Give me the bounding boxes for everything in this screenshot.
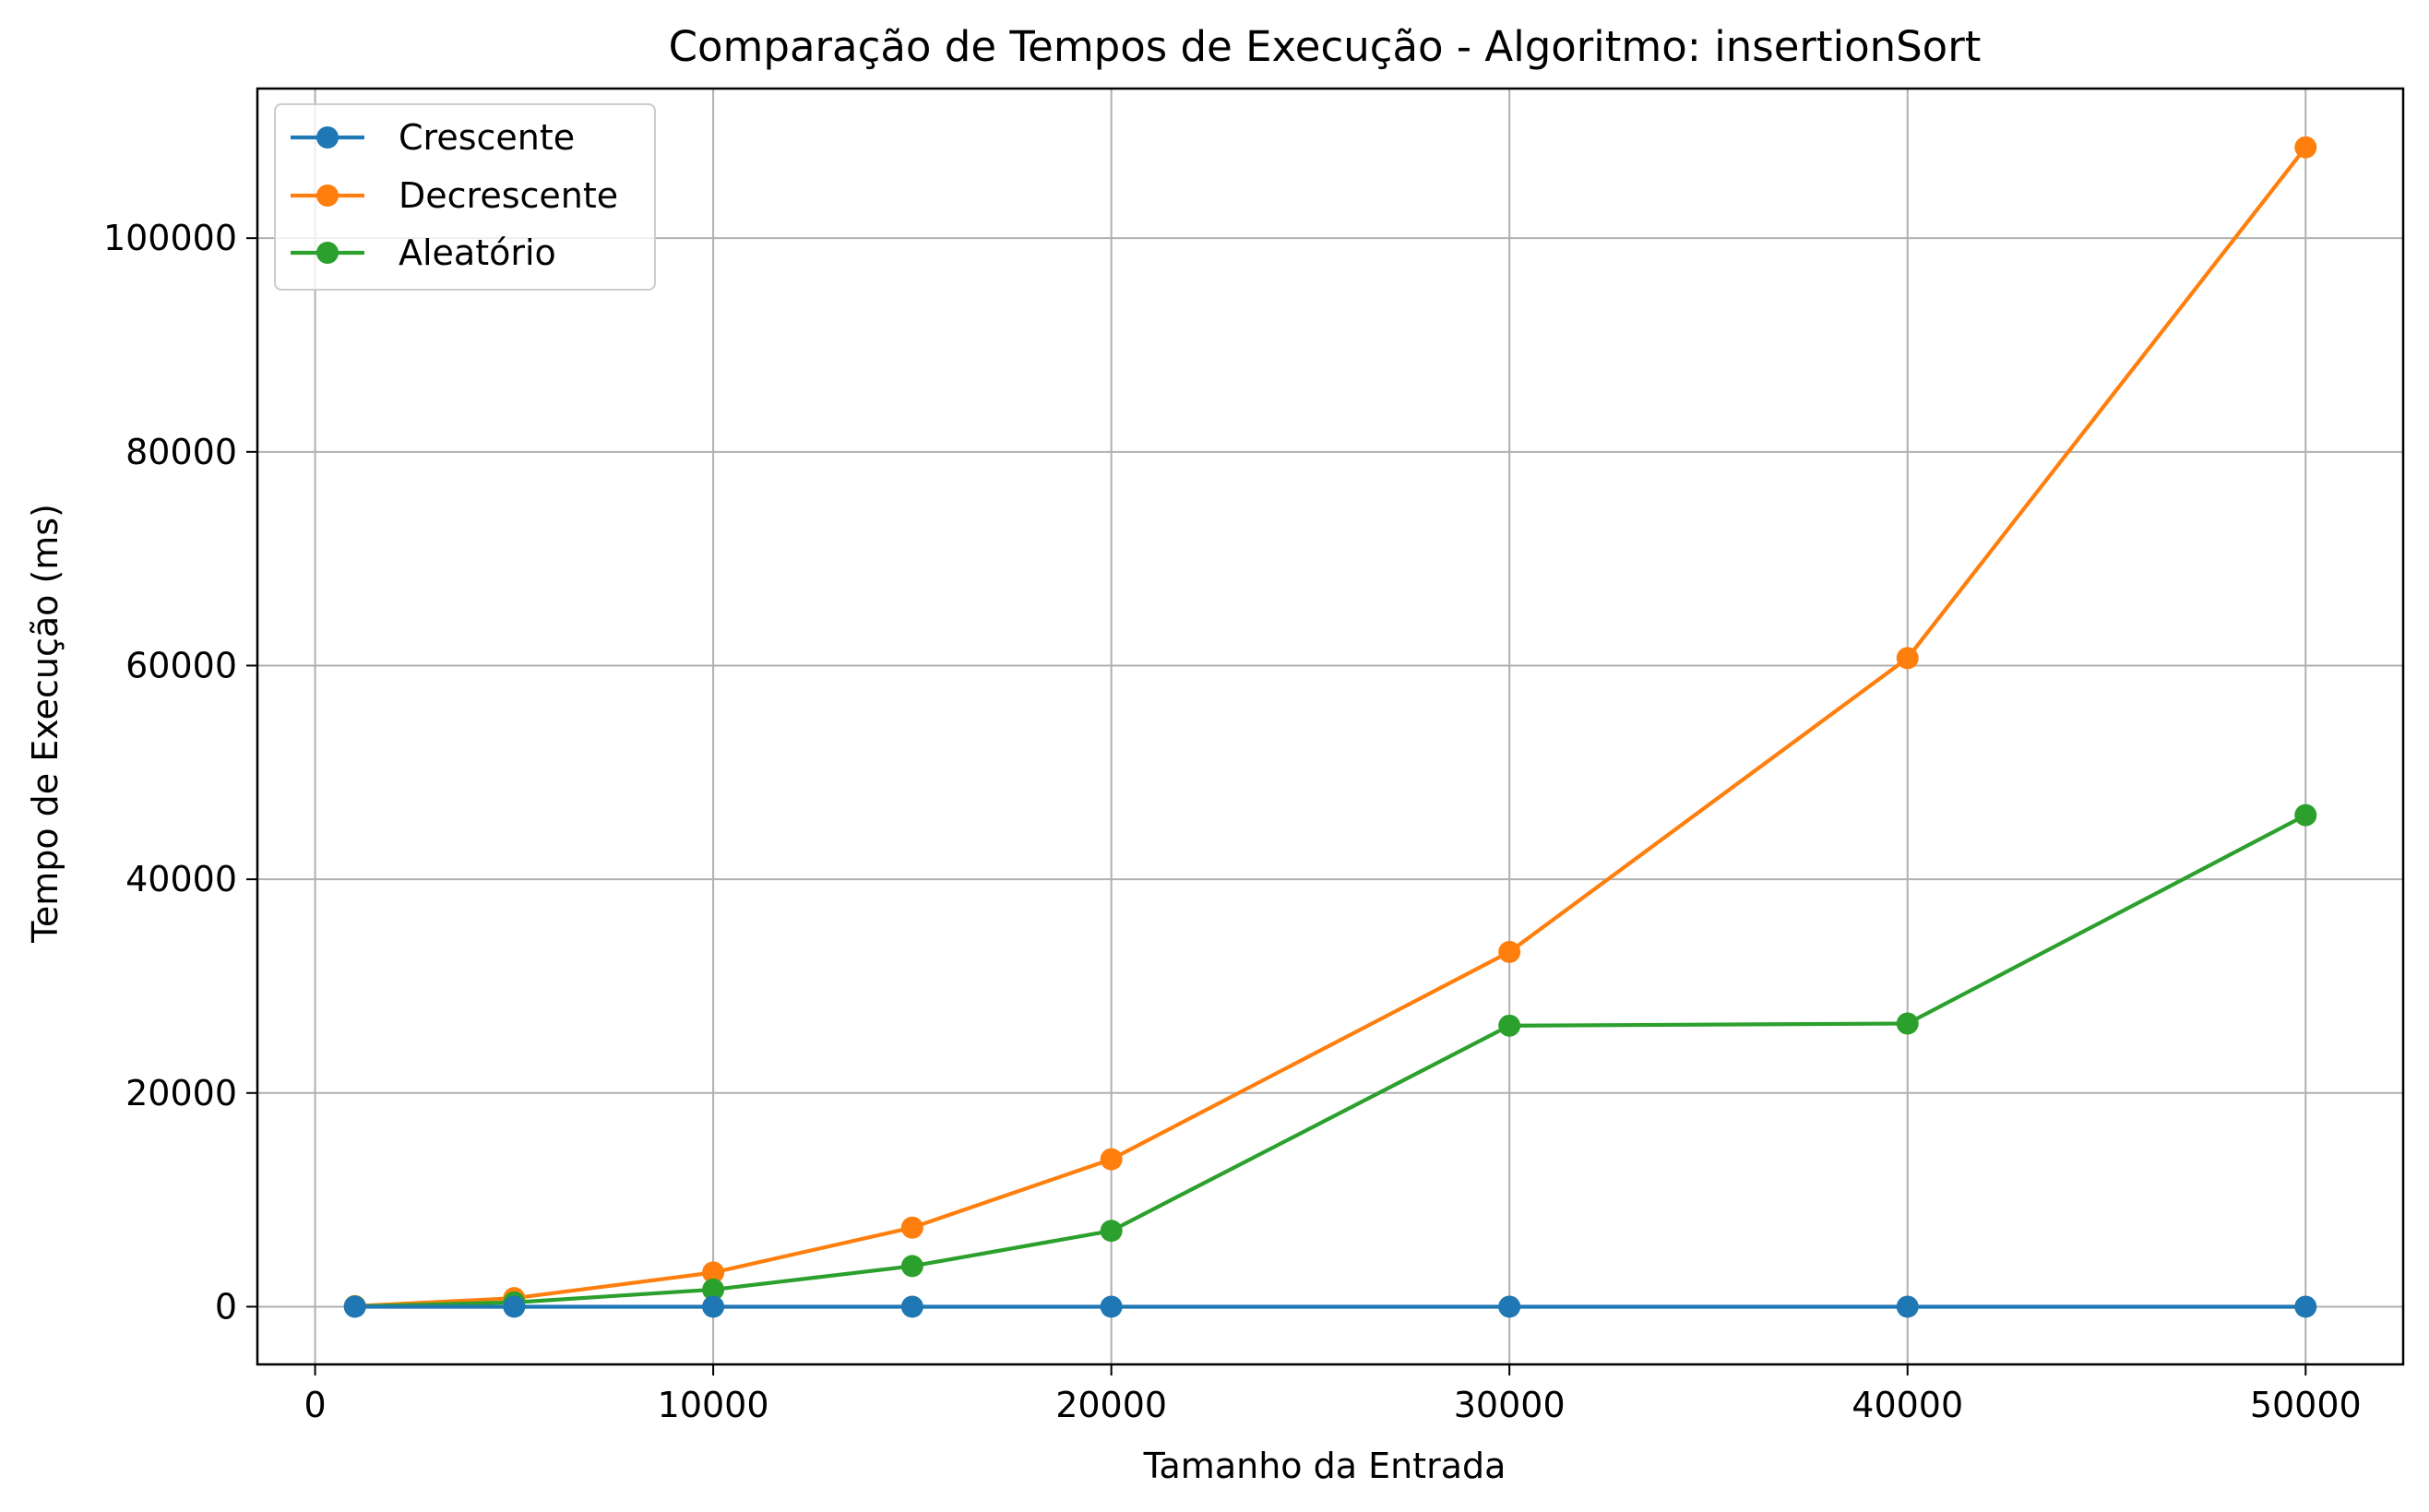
- legend-box: [274, 103, 656, 291]
- x-tick-label: 40000: [1852, 1385, 1963, 1425]
- data-point-decrescente: [1896, 647, 1919, 670]
- data-point-decrescente: [1498, 940, 1521, 963]
- chart-title: Comparação de Tempos de Execução - Algor…: [669, 22, 1982, 71]
- series-crescente: [343, 1295, 2317, 1318]
- data-point-crescente: [702, 1295, 725, 1318]
- data-point-decrescente: [1100, 1148, 1123, 1171]
- y-tick-label: 100000: [103, 218, 237, 258]
- x-tick-label: 30000: [1454, 1385, 1566, 1425]
- y-tick-label: 40000: [125, 859, 237, 899]
- data-point-decrescente: [702, 1261, 725, 1284]
- y-tick-label: 0: [215, 1286, 237, 1327]
- x-tick-label: 50000: [2250, 1385, 2362, 1425]
- data-point-crescente: [2294, 1295, 2317, 1318]
- data-point-aleatorio: [900, 1255, 923, 1278]
- data-point-aleatorio: [1100, 1220, 1123, 1243]
- legend-entry-aleatorio: Aleatório: [291, 232, 556, 273]
- data-point-crescente: [1100, 1295, 1123, 1318]
- data-point-crescente: [1498, 1295, 1521, 1318]
- x-axis-label: Tamanho da Entrada: [1143, 1446, 1506, 1486]
- axis-ticks: 0 10000 20000 30000 40000 50000 0 20000 40000 600…: [103, 218, 2362, 1425]
- x-tick-label: 10000: [658, 1385, 769, 1425]
- data-point-decrescente: [2294, 136, 2317, 159]
- legend-marker-crescente: [316, 126, 339, 149]
- data-point-decrescente: [900, 1216, 923, 1239]
- series-line-decrescente: [354, 146, 2307, 1308]
- legend-marker-aleatorio: [316, 242, 339, 264]
- legend: Crescente Decrescente Aleatório: [274, 103, 656, 291]
- series-layer: [343, 136, 2317, 1318]
- data-point-aleatorio: [1896, 1012, 1919, 1035]
- data-point-crescente: [343, 1295, 366, 1318]
- legend-entry-decrescente: Decrescente: [291, 175, 618, 216]
- legend-entry-crescente: Crescente: [291, 117, 575, 158]
- x-tick-label: 0: [304, 1385, 326, 1425]
- data-point-aleatorio: [2294, 804, 2317, 827]
- y-tick-label: 80000: [125, 432, 237, 472]
- legend-label-crescente: Crescente: [399, 117, 575, 158]
- legend-label-decrescente: Decrescente: [399, 175, 618, 216]
- legend-label-aleatorio: Aleatório: [399, 232, 556, 273]
- plot-frame: [256, 87, 2405, 1366]
- data-point-crescente: [900, 1295, 923, 1318]
- y-tick-label: 60000: [125, 645, 237, 685]
- series-line-aleatorio: [354, 813, 2307, 1309]
- data-point-aleatorio: [1498, 1014, 1521, 1037]
- x-tick-label: 20000: [1055, 1385, 1167, 1425]
- data-point-crescente: [503, 1295, 526, 1318]
- data-point-aleatorio: [702, 1278, 725, 1301]
- legend-marker-decrescente: [316, 185, 339, 207]
- data-point-crescente: [1896, 1295, 1919, 1318]
- y-axis-label: Tempo de Execução (ms): [25, 504, 65, 944]
- y-tick-label: 20000: [125, 1073, 237, 1113]
